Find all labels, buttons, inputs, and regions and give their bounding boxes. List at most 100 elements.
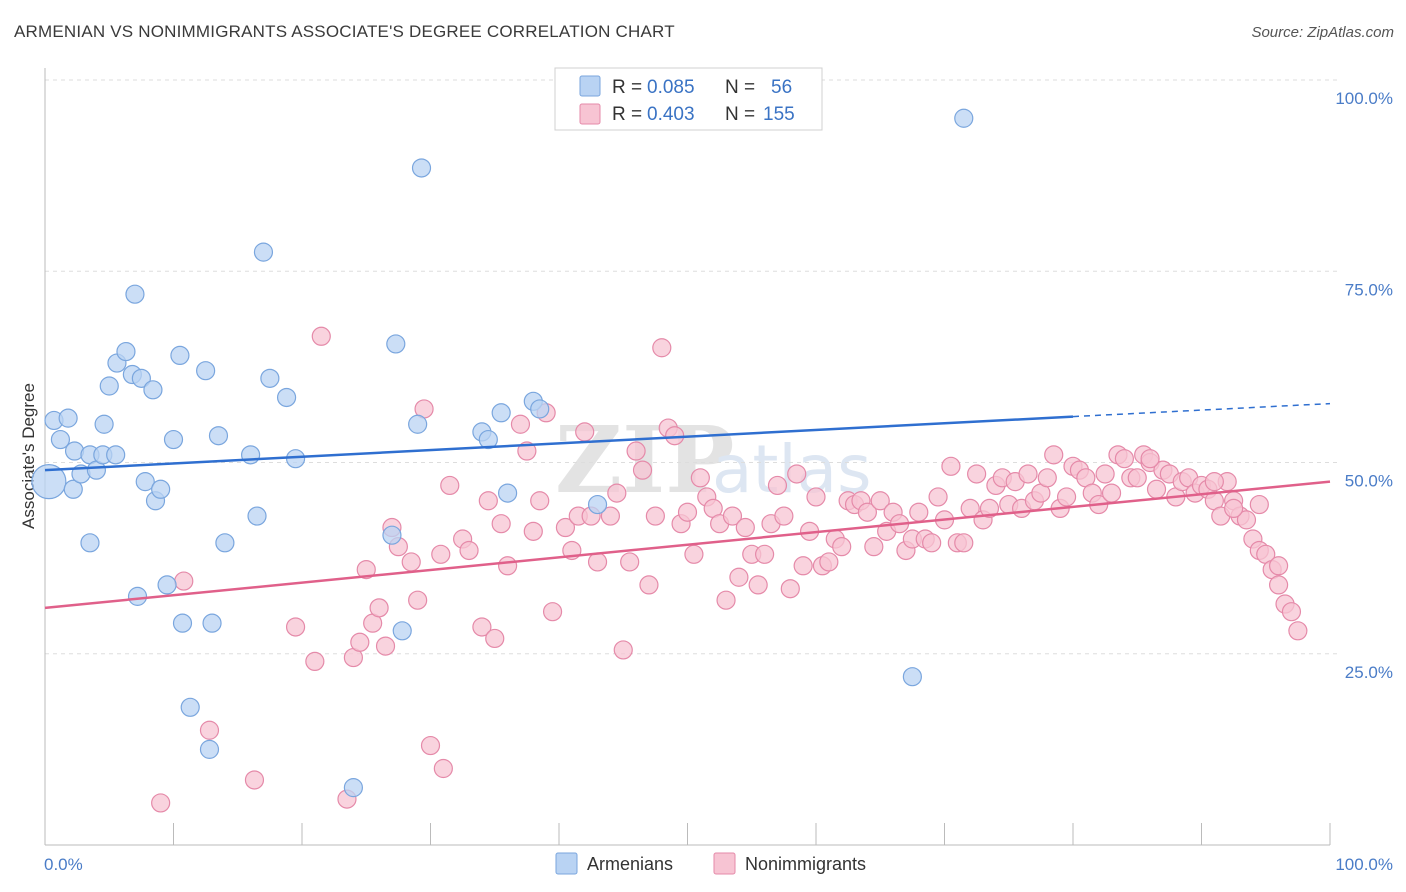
nonimmigrants-point — [498, 556, 518, 576]
nonimmigrants-point — [1281, 602, 1302, 622]
nonimmigrants-point — [748, 575, 768, 595]
armenians-point — [116, 341, 136, 362]
nonimmigrants-point — [716, 590, 736, 610]
y-tick-labels: 25.0% 50.0% 75.0% 100.0% — [1335, 89, 1393, 682]
y-tick-label: 75.0% — [1345, 280, 1393, 299]
armenians-point — [80, 533, 100, 553]
nonimmigrants-point — [485, 628, 505, 649]
armenians-point — [386, 334, 406, 354]
nonimmigrants-point — [1268, 575, 1289, 595]
armenians-point — [343, 778, 363, 798]
armenians-point — [63, 479, 83, 499]
armenians-point — [208, 426, 229, 446]
nonimmigrants-point — [433, 758, 453, 779]
nonimmigrants-point — [472, 617, 492, 637]
armenians-point — [587, 494, 608, 515]
nonimmigrants-point — [979, 498, 1000, 518]
nonimmigrants-point — [639, 575, 659, 595]
stats-legend: R = 0.085 N = 56 R = 0.403 N = 155 — [554, 67, 823, 131]
armenians-point — [199, 739, 220, 759]
armenians-point — [202, 613, 222, 633]
nonimmigrants-point — [1249, 494, 1269, 515]
nonimmigrants-series-swatch — [713, 852, 736, 875]
nonimmigrants-point — [199, 720, 220, 740]
armenians-point — [170, 345, 190, 365]
nonimmigrants-point — [767, 475, 788, 496]
nonimmigrants-point — [542, 602, 563, 622]
armenians-point — [31, 464, 67, 500]
armenians-point — [143, 380, 163, 400]
armenians-point — [392, 621, 412, 641]
nonimmigrants-legend-swatch — [579, 103, 601, 125]
nonimmigrants-point — [909, 502, 929, 522]
armenians-point — [157, 575, 177, 595]
nonimmigrants-series-label: Nonimmigrants — [745, 854, 866, 874]
armenians-point — [241, 445, 261, 465]
nonimmigrants-point — [510, 414, 531, 434]
nonimmigrants-point — [941, 456, 961, 476]
nonimmigrants-point — [645, 506, 665, 526]
nonimmigrants-point — [1236, 510, 1257, 530]
nonimmigrants-point — [420, 735, 441, 756]
armenians-point — [408, 414, 428, 434]
armenians-series-label: Armenians — [587, 854, 673, 874]
nonimmigrants-point — [928, 487, 948, 507]
armenians-series-swatch — [555, 852, 578, 875]
nonimmigrants-r-value: 0.403 — [647, 104, 695, 125]
nonimmigrants-point — [431, 544, 451, 564]
y-tick-label: 25.0% — [1345, 663, 1393, 682]
x-tick-label-min: 0.0% — [44, 855, 83, 874]
nonimmigrants-n-value: 155 — [763, 104, 795, 125]
armenians-point — [151, 479, 171, 499]
nonimmigrants-point — [1056, 487, 1077, 507]
armenians-trend-line — [44, 415, 1074, 472]
grid — [45, 79, 1340, 655]
armenians-point — [491, 403, 511, 423]
nonimmigrants-point — [555, 517, 576, 538]
x-tick-label-max: 100.0% — [1335, 855, 1393, 874]
nonimmigrants-point — [684, 544, 704, 564]
armenians-point — [58, 408, 78, 428]
nonimmigrants-point — [954, 533, 974, 553]
armenians-point — [276, 387, 297, 408]
nonimmigrants-point — [311, 326, 331, 346]
y-tick-label: 100.0% — [1335, 89, 1393, 108]
nonimmigrants-point — [1018, 464, 1038, 484]
nonimmigrants-point — [408, 590, 428, 610]
nonimmigrants-point — [922, 533, 942, 553]
nonimmigrants-point — [440, 475, 460, 496]
armenians-r-value: 0.085 — [647, 77, 695, 98]
armenians-point — [260, 368, 280, 388]
nonimmigrants-trend-line — [44, 480, 1331, 610]
nonimmigrants-point — [607, 483, 627, 503]
armenians-point — [99, 376, 119, 396]
nonimmigrants-point — [356, 559, 376, 580]
armenians-legend-swatch — [579, 75, 601, 97]
armenians-point — [411, 158, 432, 178]
nonimmigrants-point — [1095, 464, 1115, 484]
armenians-point — [131, 368, 151, 388]
nonimmigrants-point — [722, 506, 743, 526]
armenians-point — [215, 533, 235, 553]
nonimmigrants-point — [174, 571, 194, 591]
armenians-point — [127, 586, 148, 606]
nonimmigrants-point — [1224, 498, 1244, 518]
nonimmigrants-point — [575, 422, 595, 442]
nonimmigrants-point — [665, 426, 685, 446]
armenians-trend-extension — [1072, 402, 1331, 418]
armenians-n-label: N = — [725, 77, 755, 98]
source-credit: Source: ZipAtlas.com — [1251, 24, 1394, 41]
nonimmigrants-point — [369, 598, 389, 618]
nonimmigrants-point — [780, 579, 800, 599]
nonimmigrants-point — [613, 640, 633, 660]
nonimmigrants-point — [1114, 449, 1135, 469]
nonimmigrants-point — [690, 468, 710, 488]
nonimmigrants-point — [600, 506, 621, 526]
nonimmigrants-point — [1146, 479, 1167, 499]
armenians-point — [253, 242, 274, 262]
y-axis-label: Associate's Degree — [19, 383, 38, 529]
nonimmigrants-point — [626, 441, 646, 461]
chart-title: ARMENIAN VS NONIMMIGRANTS ASSOCIATE'S DE… — [14, 22, 675, 41]
nonimmigrants-point — [735, 517, 755, 538]
nonimmigrants-points — [151, 326, 1308, 813]
